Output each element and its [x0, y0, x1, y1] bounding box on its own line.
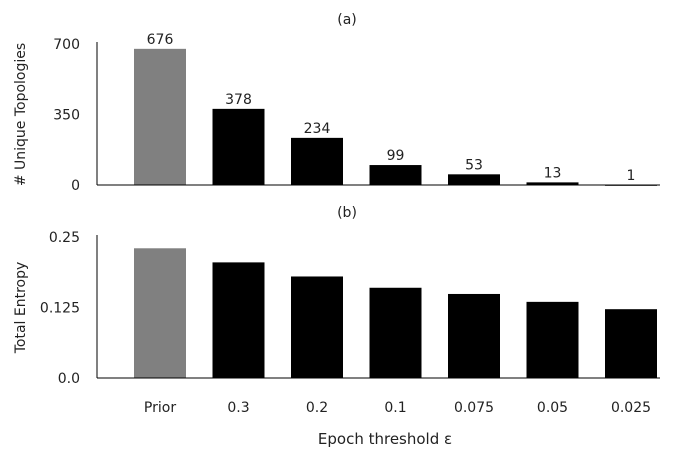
panel-a-data-label: 234	[304, 121, 331, 137]
panel-b-y-tick-label: 0.125	[40, 301, 80, 317]
panel-a-y-tick-label: 700	[53, 37, 80, 53]
panel-a-bar-0.3	[213, 109, 265, 185]
panel-b-y-axis-title: Total Entropy	[13, 262, 29, 355]
panel-a-bar-Prior	[134, 49, 186, 185]
panel-b-bar-0.3	[213, 262, 265, 378]
panel-a-bar-0.075	[448, 174, 500, 185]
panel-a-title: (a)	[337, 12, 357, 28]
panel-a-data-label: 1	[627, 168, 636, 184]
panel-b-bar-0.2	[291, 276, 343, 378]
panel-b-bar-0.1	[370, 288, 422, 378]
x-tick-label: Prior	[144, 400, 176, 416]
panel-b-bar-0.025	[605, 309, 657, 378]
x-axis-title: Epoch threshold ε	[318, 430, 452, 448]
panel-b-title: (b)	[337, 205, 357, 221]
panel-b-bar-Prior	[134, 248, 186, 378]
panel-b-y-tick-label: 0.25	[49, 230, 80, 246]
panel-b-y-tick-label: 0.0	[58, 371, 80, 387]
panel-a-y-tick-label: 0	[71, 178, 80, 194]
panel-a-bar-0.2	[291, 138, 343, 185]
panel-a-y-tick-label: 350	[53, 108, 80, 124]
x-tick-label: 0.05	[537, 400, 568, 416]
x-tick-label: 0.025	[611, 400, 651, 416]
panel-a-data-label: 53	[465, 157, 483, 173]
panel-a-y-axis-title: # Unique Topologies	[13, 43, 29, 186]
panel-a-data-label: 378	[225, 92, 252, 108]
x-tick-label: 0.2	[306, 400, 328, 416]
x-tick-label: 0.3	[227, 400, 249, 416]
x-tick-label: 0.075	[454, 400, 494, 416]
x-tick-label: 0.1	[384, 400, 406, 416]
panel-b-bar-0.05	[527, 302, 579, 378]
panel-a: (a) # Unique Topologies 0 350 700 676 378 234 99…	[13, 12, 660, 194]
panel-a-data-label: 13	[544, 165, 562, 181]
panel-a-bar-0.1	[370, 165, 422, 185]
panel-a-data-label: 99	[387, 148, 405, 164]
panel-b: (b) Total Entropy 0.0 0.125 0.25 Prior 0.3 0.2 0…	[13, 205, 660, 416]
panel-b-bar-0.075	[448, 294, 500, 378]
panel-a-data-label: 676	[147, 32, 174, 48]
